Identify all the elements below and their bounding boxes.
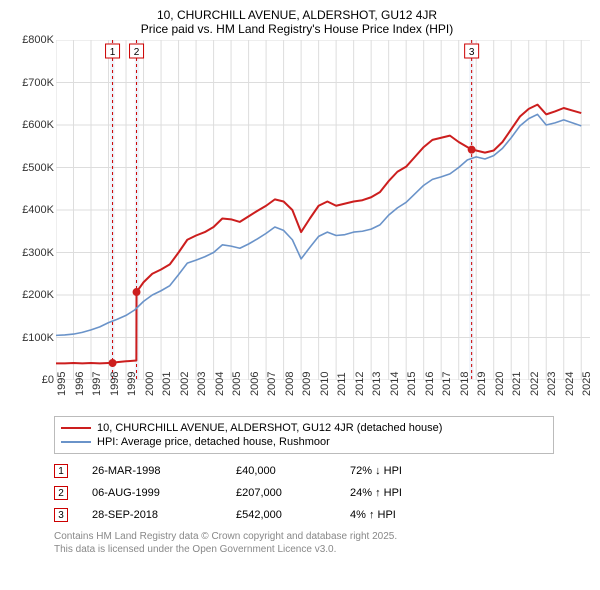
x-axis-label: 2023	[546, 372, 558, 396]
x-axis-label: 2020	[494, 372, 506, 396]
y-axis-label: £800K	[22, 34, 54, 46]
event-price: £40,000	[236, 465, 326, 477]
chart-title-block: 10, CHURCHILL AVENUE, ALDERSHOT, GU12 4J…	[4, 8, 590, 36]
x-axis-label: 2014	[389, 372, 401, 396]
y-axis-label: £700K	[22, 77, 54, 89]
plot-area: 1 2 3	[56, 40, 590, 380]
x-axis-label: 2006	[249, 372, 261, 396]
legend-item: 10, CHURCHILL AVENUE, ALDERSHOT, GU12 4J…	[61, 421, 547, 435]
legend-swatch	[61, 427, 91, 429]
x-axis-label: 2005	[231, 372, 243, 396]
x-axis-label: 2003	[196, 372, 208, 396]
y-axis-label: £300K	[22, 247, 54, 259]
y-axis-label: £600K	[22, 119, 54, 131]
event-price: £542,000	[236, 509, 326, 521]
y-axis-label: £100K	[22, 332, 54, 344]
x-axis-label: 2012	[354, 372, 366, 396]
event-diff: 72% ↓ HPI	[350, 465, 402, 477]
x-axis-label: 2019	[476, 372, 488, 396]
y-axis-label: £500K	[22, 162, 54, 174]
y-axis-label: £200K	[22, 289, 54, 301]
x-axis-label: 2000	[144, 372, 156, 396]
event-marker-box: 3	[54, 508, 68, 522]
y-axis-label: £0	[42, 374, 54, 386]
event-diff: 4% ↑ HPI	[350, 509, 396, 521]
x-axis-label: 2015	[406, 372, 418, 396]
y-axis-label: £400K	[22, 204, 54, 216]
chart-svg: 1 2 3	[56, 40, 590, 380]
x-axis-label: 2017	[441, 372, 453, 396]
event-marker-box: 1	[54, 464, 68, 478]
x-axis-label: 2021	[511, 372, 523, 396]
footer-line-2: This data is licensed under the Open Gov…	[54, 543, 554, 556]
x-axis-label: 2009	[301, 372, 313, 396]
title-line-2: Price paid vs. HM Land Registry's House …	[4, 22, 590, 36]
legend-label: HPI: Average price, detached house, Rush…	[97, 436, 330, 448]
event-row: 1 26-MAR-1998 £40,000 72% ↓ HPI	[54, 460, 554, 482]
x-axis-label: 1995	[56, 372, 68, 396]
x-axis-label: 1996	[74, 372, 86, 396]
svg-text:1: 1	[110, 47, 116, 58]
x-axis-label: 2018	[459, 372, 471, 396]
event-date: 06-AUG-1999	[92, 487, 212, 499]
event-marker-box: 2	[54, 486, 68, 500]
title-line-1: 10, CHURCHILL AVENUE, ALDERSHOT, GU12 4J…	[4, 8, 590, 22]
legend-label: 10, CHURCHILL AVENUE, ALDERSHOT, GU12 4J…	[97, 422, 442, 434]
chart-area: 123 199519961997199819992000200120022003…	[10, 40, 590, 410]
x-axis-label: 1998	[109, 372, 121, 396]
x-axis-label: 2008	[284, 372, 296, 396]
footer-attribution: Contains HM Land Registry data © Crown c…	[54, 530, 554, 556]
x-axis-label: 2025	[581, 372, 593, 396]
x-axis-label: 2002	[179, 372, 191, 396]
event-date: 28-SEP-2018	[92, 509, 212, 521]
x-axis-label: 1997	[91, 372, 103, 396]
legend-swatch	[61, 441, 91, 443]
x-axis-label: 2007	[266, 372, 278, 396]
legend: 10, CHURCHILL AVENUE, ALDERSHOT, GU12 4J…	[54, 416, 554, 454]
x-axis-label: 2022	[529, 372, 541, 396]
x-axis-label: 2010	[319, 372, 331, 396]
event-row: 3 28-SEP-2018 £542,000 4% ↑ HPI	[54, 504, 554, 526]
x-axis-label: 2011	[336, 372, 348, 396]
legend-item: HPI: Average price, detached house, Rush…	[61, 435, 547, 449]
x-axis-label: 2024	[564, 372, 576, 396]
x-axis-labels: 1995199619971998199920002001200220032004…	[56, 380, 590, 410]
events-table: 1 26-MAR-1998 £40,000 72% ↓ HPI 2 06-AUG-1999…	[54, 460, 554, 526]
x-axis-label: 2001	[161, 372, 173, 396]
event-price: £207,000	[236, 487, 326, 499]
svg-text:3: 3	[469, 47, 475, 58]
x-axis-label: 2004	[214, 372, 226, 396]
x-axis-label: 1999	[126, 372, 138, 396]
event-date: 26-MAR-1998	[92, 465, 212, 477]
footer-line-1: Contains HM Land Registry data © Crown c…	[54, 530, 554, 543]
x-axis-label: 2016	[424, 372, 436, 396]
svg-text:2: 2	[134, 47, 140, 58]
event-diff: 24% ↑ HPI	[350, 487, 402, 499]
x-axis-label: 2013	[371, 372, 383, 396]
event-row: 2 06-AUG-1999 £207,000 24% ↑ HPI	[54, 482, 554, 504]
